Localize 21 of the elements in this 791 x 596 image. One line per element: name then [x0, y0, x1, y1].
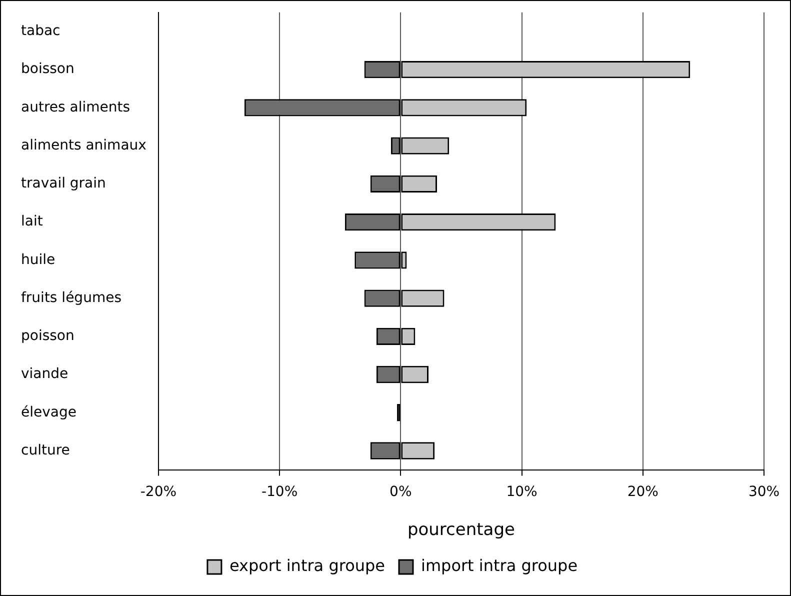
y-tick-label: lait: [21, 214, 44, 230]
y-tick-label: poisson: [21, 328, 74, 344]
y-tick-label: viande: [21, 366, 68, 382]
y-tick-label: huile: [21, 252, 56, 268]
x-tick-label: 30%: [748, 484, 780, 500]
y-tick-label: tabac: [21, 23, 60, 40]
legend-label: import intra groupe: [421, 556, 578, 576]
x-tick-label: 0%: [390, 484, 412, 500]
y-tick-label: élevage: [21, 404, 76, 420]
x-tick-label: -20%: [140, 484, 177, 500]
x-tick-label: 20%: [627, 484, 658, 500]
y-tick-label: culture: [21, 442, 70, 458]
legend-label: export intra groupe: [229, 556, 386, 576]
x-tick-label: -10%: [261, 484, 298, 500]
y-tick-label: aliments animaux: [21, 137, 146, 154]
y-tick-label: autres aliments: [21, 99, 130, 116]
y-tick-label: travail grain: [21, 176, 106, 192]
y-tick-label: fruits légumes: [21, 290, 122, 306]
x-axis-title: pourcentage: [407, 520, 515, 540]
x-tick-label: 10%: [506, 484, 538, 500]
y-tick-label: boisson: [21, 61, 74, 78]
